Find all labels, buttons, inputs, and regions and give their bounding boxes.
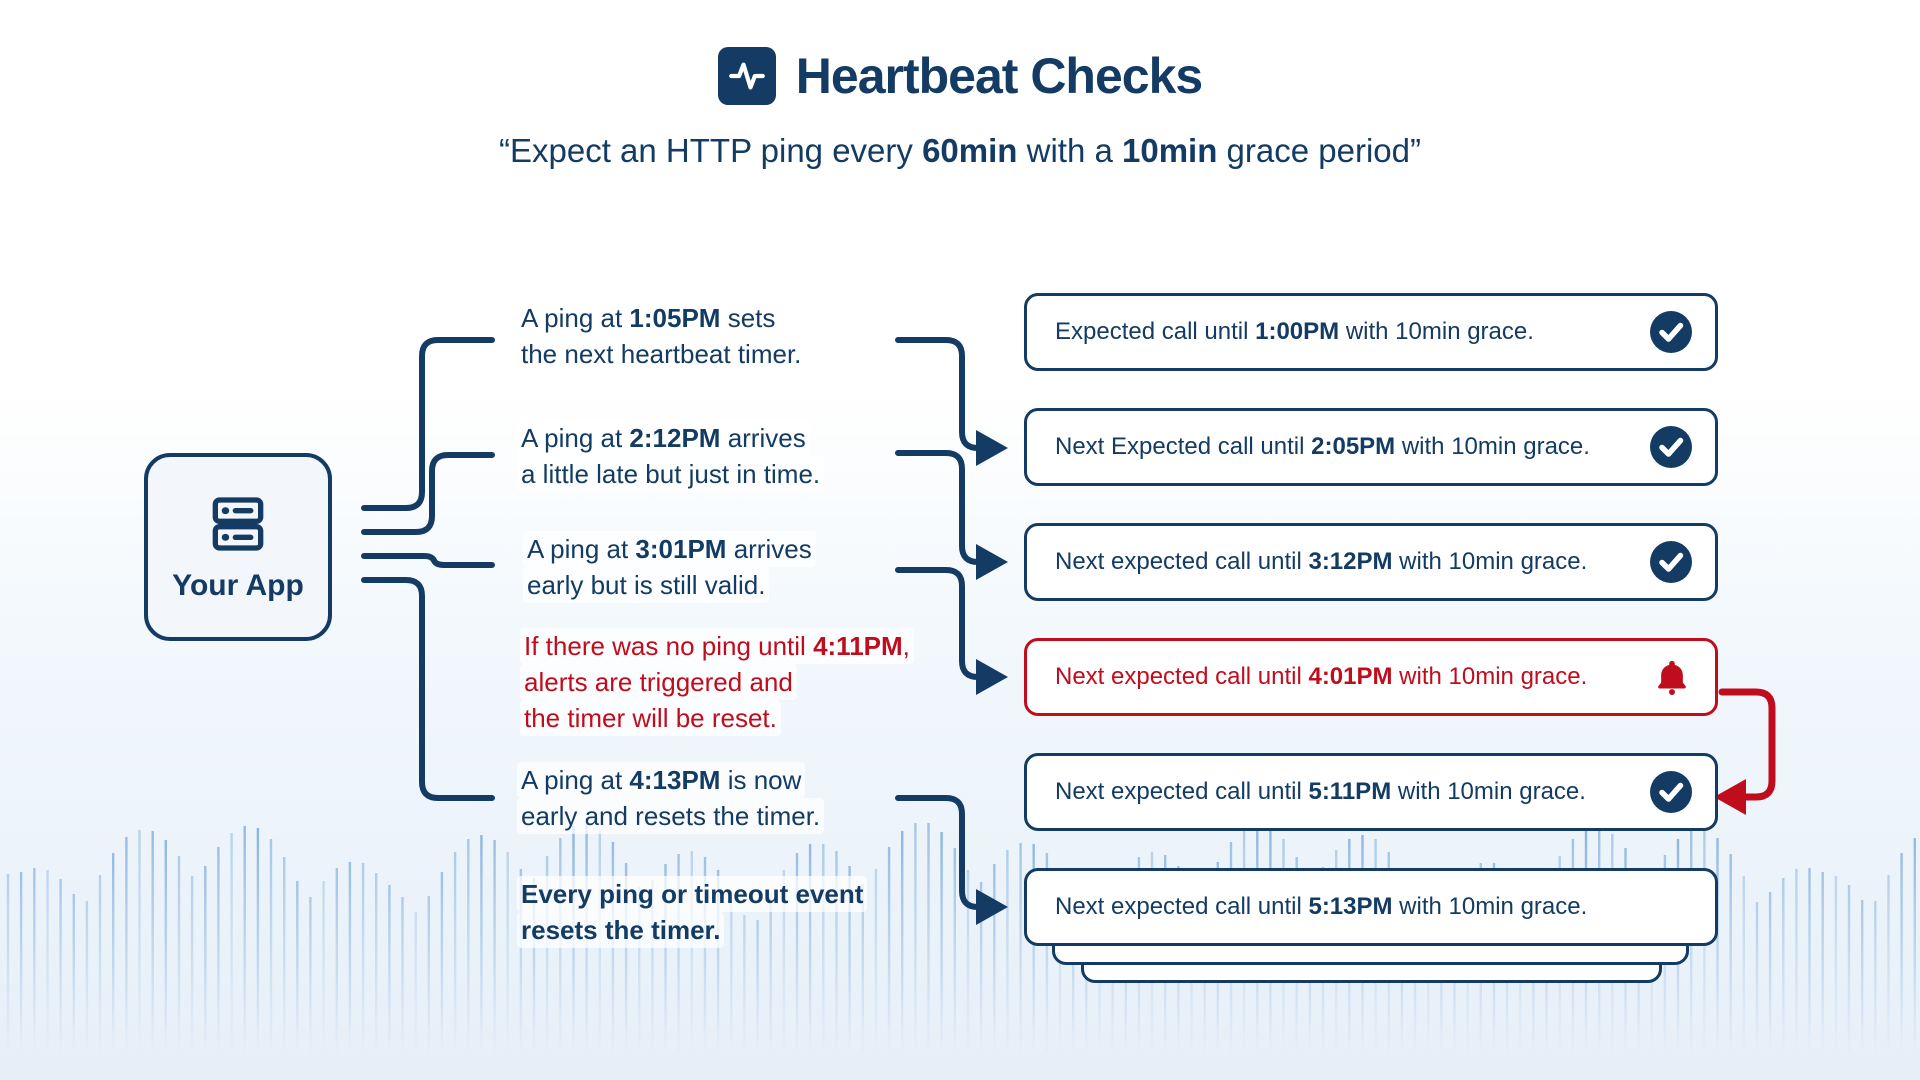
header: Heartbeat Checks: [0, 40, 1920, 112]
step-text-5: A ping at 4:13PM is now early and resets …: [517, 762, 825, 834]
check-icon: [1649, 770, 1693, 814]
activity-icon: [717, 47, 776, 105]
arrowhead-box6: [976, 889, 1008, 925]
result-box-6: Next expected call until 5:13PM with 10m…: [1024, 868, 1718, 946]
result-text: Next expected call until 5:13PM with 10m…: [1055, 893, 1588, 920]
your-app-node: Your App: [144, 453, 332, 641]
connector-step3-box4: [895, 567, 983, 680]
arrowhead-box4: [976, 659, 1008, 695]
alert-loop-line: [1718, 688, 1776, 801]
check-icon: [1649, 540, 1693, 584]
fan-line-4: [361, 577, 495, 801]
step-text-4-alert: If there was no ping until 4:11PM, alerts…: [520, 628, 914, 736]
arrowhead-box3: [976, 544, 1008, 580]
connector-step5-box6: [895, 795, 983, 910]
result-text: Next expected call until 4:01PM with 10m…: [1055, 663, 1588, 690]
arrowhead-box2: [976, 430, 1008, 466]
server-icon: [200, 492, 276, 561]
result-text: Next expected call until 3:12PM with 10m…: [1055, 548, 1588, 575]
page-title: Heartbeat Checks: [795, 48, 1203, 104]
step-text-6-summary: Every ping or timeout event resets the ti…: [517, 876, 868, 948]
result-box-3: Next expected call until 3:12PM with 10m…: [1024, 523, 1718, 601]
result-box-2: Next Expected call until 2:05PM with 10m…: [1024, 408, 1718, 486]
result-text: Next expected call until 5:11PM with 10m…: [1055, 778, 1586, 805]
step-text-3: A ping at 3:01PM arrives early but is sti…: [523, 531, 816, 603]
connector-step1-box2: [895, 337, 983, 451]
step-text-1: A ping at 1:05PM sets the next heartbeat …: [517, 300, 806, 372]
result-box-4-alert: Next expected call until 4:01PM with 10m…: [1024, 638, 1718, 716]
step-text-2: A ping at 2:12PM arrives a little late bu…: [517, 420, 825, 492]
fan-line-3: [361, 553, 495, 568]
connector-step2-box3: [895, 450, 983, 565]
check-icon: [1649, 425, 1693, 469]
bell-icon: [1651, 656, 1693, 698]
fan-line-2: [361, 452, 495, 535]
result-text: Expected call until 1:00PM with 10min gr…: [1055, 318, 1534, 345]
check-icon: [1649, 310, 1693, 354]
result-box-5: Next expected call until 5:11PM with 10m…: [1024, 753, 1718, 831]
subtitle: “Expect an HTTP ping every 60min with a …: [499, 132, 1421, 169]
fan-line-1: [361, 337, 495, 511]
result-text: Next Expected call until 2:05PM with 10m…: [1055, 433, 1590, 460]
your-app-label: Your App: [172, 568, 304, 602]
alert-loop-arrowhead: [1714, 779, 1746, 815]
result-box-1: Expected call until 1:00PM with 10min gr…: [1024, 293, 1718, 371]
